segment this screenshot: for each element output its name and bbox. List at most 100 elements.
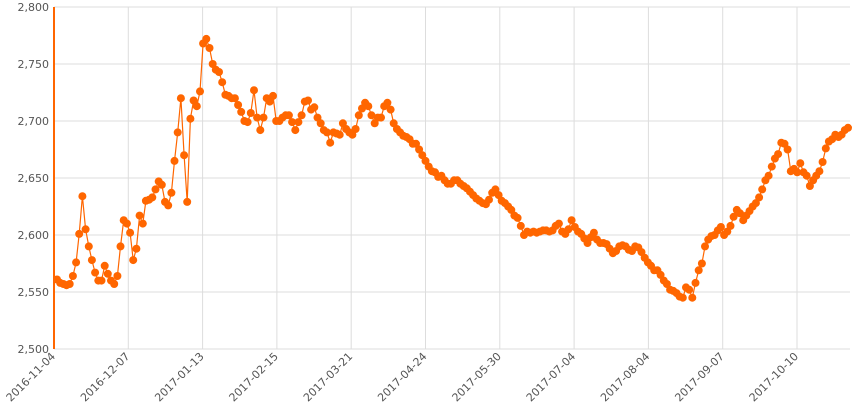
data-point[interactable] [316, 119, 325, 128]
data-point[interactable] [192, 102, 201, 111]
data-point[interactable] [736, 209, 744, 218]
data-point[interactable] [122, 219, 131, 228]
data-point[interactable] [84, 242, 93, 251]
data-point[interactable] [755, 193, 764, 202]
data-point[interactable] [87, 256, 96, 265]
data-point[interactable] [205, 44, 214, 52]
data-point[interactable] [186, 114, 195, 123]
data-point[interactable] [138, 219, 147, 228]
data-point[interactable] [567, 216, 576, 225]
data-point[interactable] [100, 261, 109, 270]
data-point[interactable] [767, 162, 776, 171]
data-point[interactable] [554, 219, 563, 228]
data-point[interactable] [386, 105, 395, 114]
data-point[interactable] [729, 212, 738, 221]
data-point[interactable] [135, 211, 144, 220]
data-point[interactable] [485, 195, 493, 204]
data-point[interactable] [183, 197, 192, 206]
data-point[interactable] [351, 125, 360, 133]
data-point[interactable] [65, 280, 74, 288]
data-point[interactable] [284, 111, 293, 120]
data-point[interactable] [513, 213, 522, 222]
data-point[interactable] [129, 256, 138, 265]
data-point[interactable] [802, 171, 811, 180]
data-point[interactable] [196, 87, 204, 96]
data-point[interactable] [294, 118, 303, 127]
data-point[interactable] [323, 128, 331, 137]
data-point[interactable] [335, 130, 344, 139]
data-point[interactable] [103, 269, 112, 278]
data-point[interactable] [297, 111, 306, 120]
data-point[interactable] [697, 259, 706, 268]
data-point[interactable] [367, 111, 376, 120]
data-point[interactable] [691, 278, 700, 287]
data-point[interactable] [821, 144, 830, 153]
data-point[interactable] [383, 98, 392, 107]
data-point[interactable] [110, 280, 119, 288]
data-point[interactable] [132, 244, 141, 253]
data-point[interactable] [180, 151, 189, 160]
data-point[interactable] [75, 229, 84, 238]
data-point[interactable] [354, 111, 363, 120]
data-point[interactable] [694, 266, 703, 275]
data-point[interactable] [304, 96, 312, 105]
data-point[interactable] [234, 101, 243, 109]
data-point[interactable] [774, 150, 783, 159]
data-point[interactable] [167, 188, 176, 197]
data-point[interactable] [516, 221, 525, 230]
data-point[interactable] [170, 156, 179, 165]
data-point[interactable] [151, 185, 160, 194]
data-point[interactable] [326, 138, 335, 147]
data-point[interactable] [259, 113, 268, 122]
data-point[interactable] [377, 113, 385, 122]
data-point[interactable] [815, 167, 824, 176]
data-point[interactable] [844, 123, 852, 132]
data-point[interactable] [685, 285, 694, 294]
data-point[interactable] [91, 268, 100, 277]
data-point[interactable] [97, 276, 106, 285]
data-point[interactable] [726, 221, 735, 230]
data-point[interactable] [246, 109, 255, 117]
data-point[interactable] [116, 242, 125, 251]
data-point[interactable] [564, 225, 573, 234]
y-tick-label: 2,750 [18, 58, 50, 71]
data-point[interactable] [126, 228, 135, 237]
data-point[interactable] [164, 201, 173, 210]
data-point[interactable] [291, 126, 300, 135]
data-point[interactable] [256, 126, 265, 135]
series-points [53, 34, 852, 302]
data-point[interactable] [215, 68, 223, 76]
data-point[interactable] [716, 223, 725, 231]
data-point[interactable] [764, 171, 773, 180]
data-point[interactable] [81, 225, 90, 234]
data-point[interactable] [230, 94, 239, 103]
data-point[interactable] [243, 118, 252, 127]
data-point[interactable] [237, 107, 246, 116]
data-point[interactable] [269, 91, 277, 100]
data-point[interactable] [253, 113, 262, 122]
data-point[interactable] [72, 258, 81, 267]
data-point[interactable] [176, 94, 185, 103]
data-point[interactable] [818, 158, 827, 166]
data-point[interactable] [678, 293, 687, 302]
data-point[interactable] [793, 168, 802, 177]
data-point[interactable] [589, 228, 598, 237]
data-point[interactable] [796, 159, 805, 168]
data-point[interactable] [288, 118, 297, 127]
data-point[interactable] [310, 103, 319, 112]
data-point[interactable] [218, 78, 227, 87]
data-point[interactable] [78, 192, 87, 201]
data-point[interactable] [173, 128, 182, 137]
data-point[interactable] [783, 145, 792, 154]
data-point[interactable] [758, 185, 767, 194]
data-point[interactable] [157, 180, 166, 189]
data-point[interactable] [701, 242, 709, 251]
data-point[interactable] [148, 193, 157, 202]
x-tick-label: 2016-11-04 [4, 350, 58, 404]
data-point[interactable] [250, 86, 258, 95]
data-point[interactable] [202, 34, 211, 43]
data-point[interactable] [68, 272, 77, 280]
data-point[interactable] [364, 102, 373, 111]
data-point[interactable] [688, 293, 697, 302]
data-point[interactable] [113, 272, 122, 280]
